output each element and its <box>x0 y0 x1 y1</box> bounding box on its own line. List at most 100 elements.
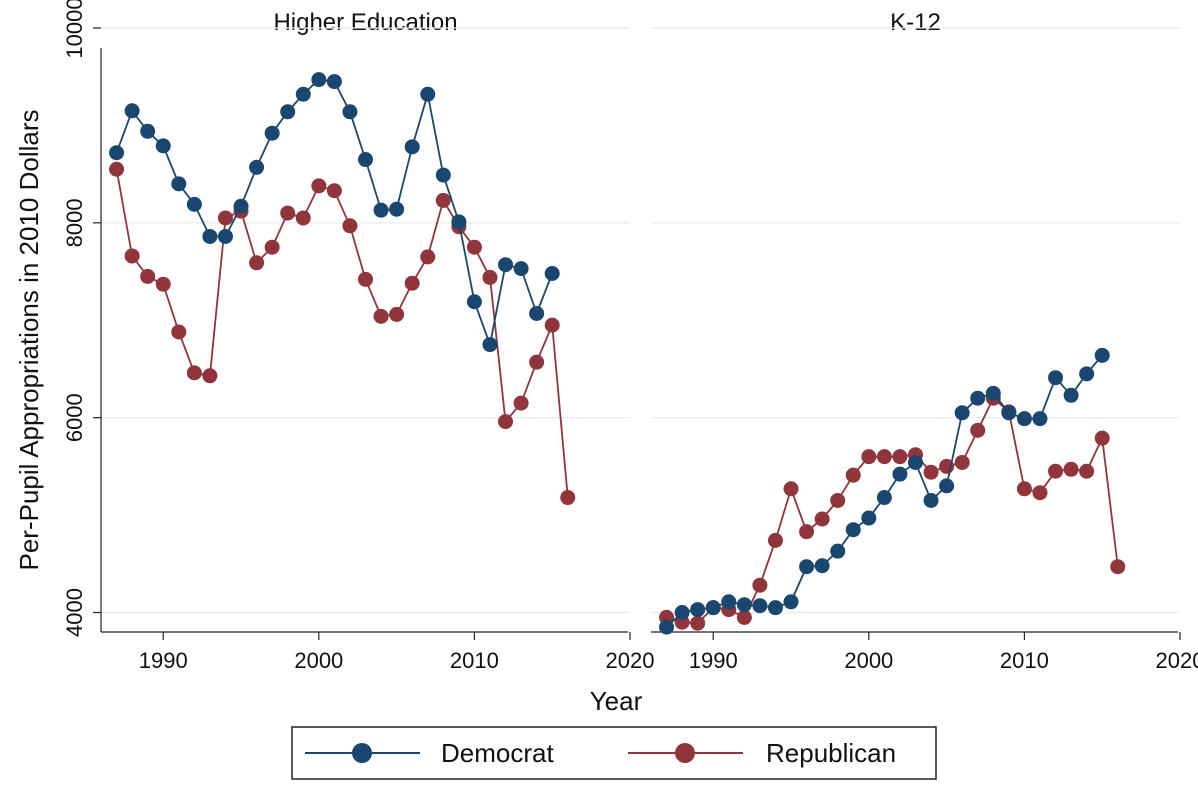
series-line-democrat <box>115 78 554 348</box>
data-point-democrat <box>482 337 498 353</box>
data-point-democrat <box>498 257 514 273</box>
data-point-republican <box>923 464 939 480</box>
data-point-republican <box>466 239 482 255</box>
data-point-democrat <box>814 558 830 574</box>
x-tick-label: 1990 <box>689 648 738 673</box>
data-point-democrat <box>233 198 249 214</box>
data-point-democrat <box>705 600 721 616</box>
legend-marker-republican <box>675 743 695 763</box>
data-point-democrat <box>202 228 218 244</box>
data-point-democrat <box>404 139 420 155</box>
data-point-republican <box>1063 461 1079 477</box>
data-point-republican <box>171 324 187 340</box>
data-point-republican <box>1016 481 1032 497</box>
data-point-republican <box>970 422 986 438</box>
data-point-republican <box>1048 463 1064 479</box>
data-point-democrat <box>217 228 233 244</box>
data-point-republican <box>358 271 373 287</box>
x-tick-label: 2020 <box>1156 648 1198 673</box>
data-point-republican <box>420 249 436 265</box>
legend-label-democrat: Democrat <box>441 738 554 768</box>
data-point-republican <box>342 218 358 234</box>
data-point-republican <box>529 354 545 370</box>
data-point-democrat <box>830 543 846 559</box>
data-point-democrat <box>529 305 545 321</box>
data-point-democrat <box>799 559 815 575</box>
x-tick-label: 2010 <box>1000 648 1049 673</box>
data-point-democrat <box>326 74 342 90</box>
data-point-democrat <box>1016 411 1032 427</box>
data-point-democrat <box>373 202 389 218</box>
data-point-democrat <box>690 602 706 618</box>
data-point-democrat <box>985 385 1001 401</box>
data-point-democrat <box>513 261 529 277</box>
data-point-republican <box>280 205 296 221</box>
data-point-republican <box>217 210 233 226</box>
data-point-republican <box>1094 430 1110 446</box>
y-tick-label: 4000 <box>62 588 87 637</box>
data-point-republican <box>1032 485 1048 501</box>
panel-title: Higher Education <box>273 9 457 36</box>
data-point-democrat <box>783 594 799 610</box>
data-point-democrat <box>342 104 358 120</box>
x-tick-label: 2000 <box>844 648 893 673</box>
x-tick-label: 2020 <box>606 648 655 673</box>
data-point-democrat <box>876 490 892 506</box>
data-point-republican <box>373 308 389 324</box>
y-tick-label: 6000 <box>62 393 87 442</box>
data-point-democrat <box>466 294 482 310</box>
data-point-republican <box>783 481 799 497</box>
data-point-democrat <box>892 466 908 482</box>
data-point-democrat <box>186 196 202 212</box>
data-point-democrat <box>1048 370 1064 386</box>
data-point-democrat <box>939 478 955 494</box>
data-point-democrat <box>923 492 939 508</box>
x-tick-label: 2000 <box>294 648 343 673</box>
data-point-democrat <box>970 390 986 406</box>
data-point-democrat <box>109 145 125 161</box>
data-point-republican <box>513 395 529 411</box>
data-point-democrat <box>155 138 171 154</box>
x-axis-title: Year <box>590 686 643 716</box>
data-point-republican <box>752 577 768 593</box>
data-point-republican <box>249 255 265 271</box>
data-point-democrat <box>280 104 296 120</box>
data-point-republican <box>845 467 861 483</box>
data-point-republican <box>954 454 970 470</box>
data-point-democrat <box>954 405 970 421</box>
data-point-republican <box>799 524 815 540</box>
data-point-democrat <box>358 152 373 168</box>
data-point-republican <box>264 239 280 255</box>
data-point-democrat <box>1001 405 1017 421</box>
legend-marker-democrat <box>352 743 372 763</box>
data-point-republican <box>544 317 560 333</box>
data-point-democrat <box>752 598 768 614</box>
y-tick-label: 8000 <box>62 198 87 247</box>
data-point-democrat <box>311 72 327 88</box>
data-point-democrat <box>659 619 675 635</box>
panel-2: K-12 1990 2000 2010 2020 <box>651 9 1198 673</box>
data-point-republican <box>560 490 576 506</box>
x-tick-label: 1990 <box>139 648 188 673</box>
legend: Democrat Republican <box>291 726 937 780</box>
data-point-republican <box>690 615 706 631</box>
data-point-republican <box>830 492 846 508</box>
data-point-republican <box>124 248 140 264</box>
data-point-republican <box>186 365 202 381</box>
data-point-republican <box>1110 559 1126 575</box>
y-axis-title: Per-Pupil Appropriations in 2010 Dollars <box>14 109 44 570</box>
y-tick-label: 10000 <box>62 0 87 59</box>
data-point-republican <box>140 268 156 284</box>
data-point-republican <box>326 183 342 199</box>
data-point-democrat <box>736 597 752 613</box>
series-line-republican <box>666 396 1119 625</box>
data-point-democrat <box>861 510 877 526</box>
data-point-democrat <box>451 214 467 230</box>
data-point-democrat <box>1063 387 1079 403</box>
panel-1: Higher Education 1990 2000 2010 2020 4000 6000… <box>62 0 654 673</box>
data-point-democrat <box>908 454 923 470</box>
data-point-democrat <box>264 125 280 141</box>
data-point-democrat <box>544 265 560 281</box>
legend-label-republican: Republican <box>766 738 896 768</box>
